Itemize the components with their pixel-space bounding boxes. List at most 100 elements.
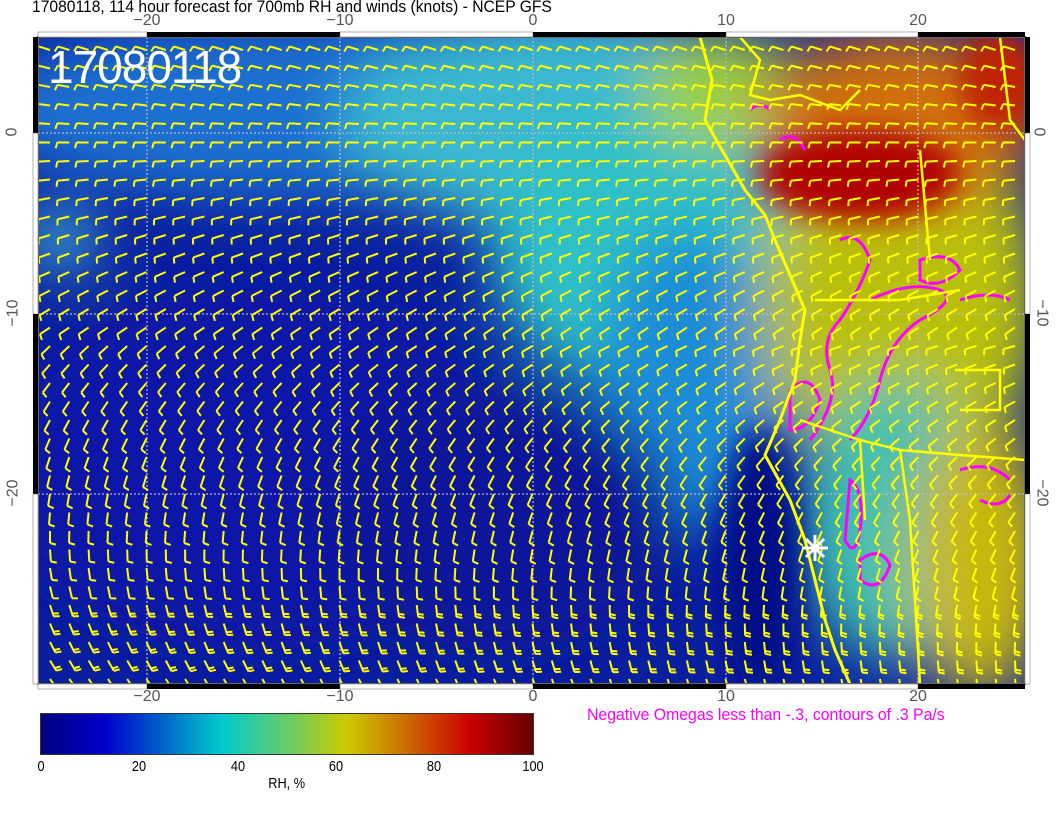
wind-barb xyxy=(312,419,322,436)
lat-tick-right: 0 xyxy=(1030,127,1048,137)
wind-barb xyxy=(87,641,100,654)
wind-barb xyxy=(737,474,746,491)
wind-barb xyxy=(782,678,786,684)
wind-barb xyxy=(752,271,765,283)
wind-barb xyxy=(526,493,534,510)
wind-barb xyxy=(971,567,979,584)
wind-barb xyxy=(737,493,746,510)
wind-barb xyxy=(550,660,562,673)
wind-barb xyxy=(555,83,572,91)
wind-barb xyxy=(768,122,784,130)
wind-barb xyxy=(327,271,340,283)
wind-barb xyxy=(131,64,147,72)
wind-barb xyxy=(690,64,707,72)
wind-barb xyxy=(163,512,170,528)
wind-barb xyxy=(521,363,534,378)
wind-barb xyxy=(254,419,264,436)
wind-barb xyxy=(859,623,867,639)
wind-barb xyxy=(307,234,321,245)
wind-barb xyxy=(653,178,668,187)
wind-barb xyxy=(894,567,902,584)
wind-barb xyxy=(222,586,232,601)
wind-barb xyxy=(87,604,99,618)
wind-barb xyxy=(521,308,534,322)
wind-barb xyxy=(230,234,244,245)
wind-barb xyxy=(501,271,514,283)
wind-barb xyxy=(967,474,978,490)
wind-barb xyxy=(309,326,321,341)
wind-barb xyxy=(790,345,804,357)
wind-barb xyxy=(980,83,996,91)
wind-barb xyxy=(189,122,205,130)
wind-barb xyxy=(673,197,688,207)
wind-barb xyxy=(589,623,598,638)
wind-barb xyxy=(234,400,244,417)
wind-barb xyxy=(885,197,900,207)
wind-barb xyxy=(174,326,186,341)
wind-barb xyxy=(956,660,965,675)
wind-barb xyxy=(444,326,456,341)
wind-barb xyxy=(390,456,399,473)
wind-barb xyxy=(502,363,514,378)
wind-barb xyxy=(906,382,919,395)
wind-barb xyxy=(771,271,784,283)
wind-barb xyxy=(522,382,534,397)
wind-barb xyxy=(169,103,186,110)
wind-barb xyxy=(589,678,594,684)
wind-barb xyxy=(567,549,575,565)
wind-barb xyxy=(867,252,881,264)
wind-barb xyxy=(657,400,669,415)
wind-barb xyxy=(280,660,293,673)
wind-barb xyxy=(305,141,321,149)
wind-barb xyxy=(867,363,881,376)
wind-barb xyxy=(228,122,244,130)
wind-barb xyxy=(98,345,109,360)
wind-barb xyxy=(782,660,792,674)
wind-barb xyxy=(634,160,649,168)
wind-barb xyxy=(675,345,688,358)
wind-barb xyxy=(68,641,81,654)
wind-barb xyxy=(164,678,177,684)
wind-barb xyxy=(849,400,862,415)
wind-barb xyxy=(826,122,842,130)
wind-barb xyxy=(528,530,536,547)
wind-barb xyxy=(485,419,495,435)
wind-barb xyxy=(749,160,765,168)
wind-barb xyxy=(120,419,129,436)
wind-barb xyxy=(435,586,443,601)
wind-barb xyxy=(801,660,811,674)
wind-barb xyxy=(801,641,810,657)
wind-barb xyxy=(500,252,514,264)
wind-barb xyxy=(228,141,244,149)
wind-barb xyxy=(801,678,805,684)
wind-barb xyxy=(519,215,533,226)
wind-barb xyxy=(126,641,139,654)
wind-barb xyxy=(636,271,649,283)
wind-barb xyxy=(643,530,651,547)
wind-barb xyxy=(550,641,561,655)
wind-barb xyxy=(64,456,71,473)
wind-barb xyxy=(980,122,996,130)
wind-barb xyxy=(713,289,726,303)
wind-barb xyxy=(396,660,408,673)
wind-barb xyxy=(565,493,573,510)
wind-barb xyxy=(326,197,340,207)
wind-barb xyxy=(113,160,128,168)
wind-barb xyxy=(298,530,306,547)
wind-barb xyxy=(176,382,186,398)
wind-barb xyxy=(698,474,708,491)
lon-tick-bottom: −20 xyxy=(133,688,161,705)
wind-barb xyxy=(677,419,688,434)
wind-barb xyxy=(65,475,72,491)
wind-barb xyxy=(383,178,398,187)
wind-barb xyxy=(672,122,687,130)
wind-barb xyxy=(912,530,920,547)
wind-barb xyxy=(888,400,900,414)
wind-barb xyxy=(868,308,881,322)
wind-barb xyxy=(793,456,804,472)
wind-barb xyxy=(95,271,109,283)
wind-barb xyxy=(145,641,158,654)
wind-barb xyxy=(656,308,669,322)
wind-barb xyxy=(941,45,958,53)
wind-barb xyxy=(848,345,861,357)
